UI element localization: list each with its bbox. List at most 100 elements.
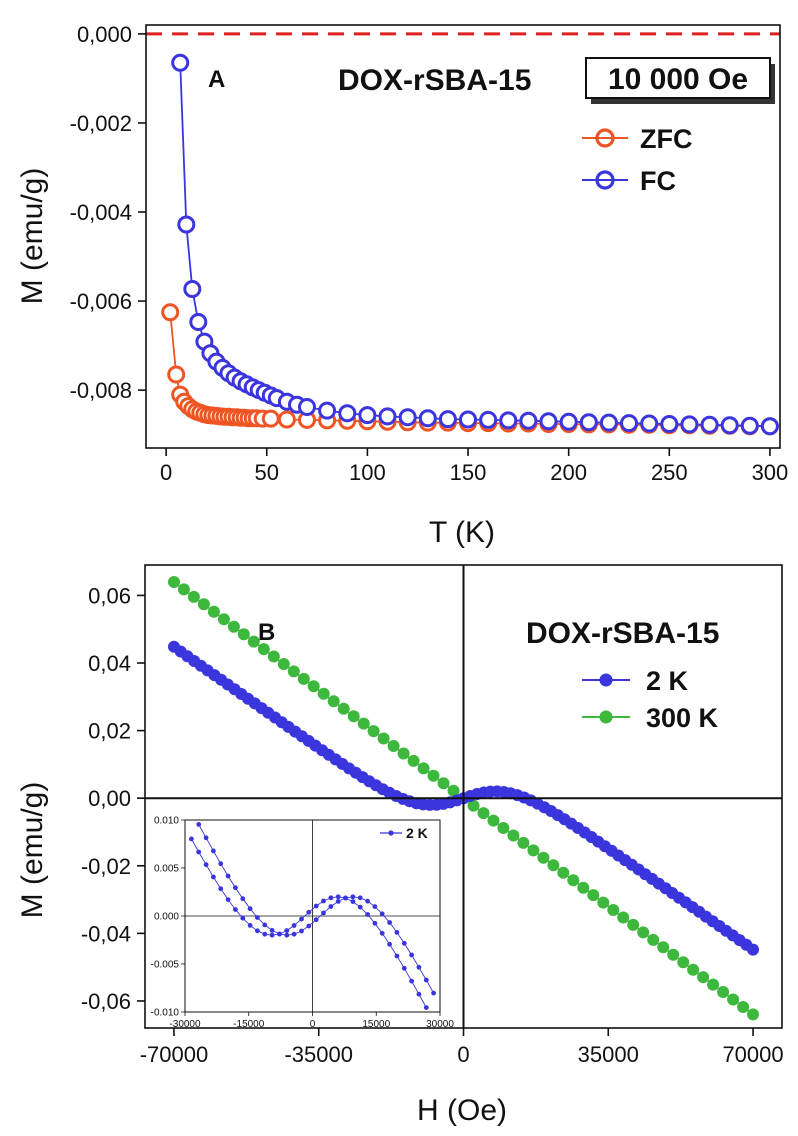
inset-2k-descending-data-point — [299, 916, 304, 922]
series-300k-data-point — [657, 941, 670, 954]
inset-2k-ascending-data-point — [196, 822, 202, 827]
fc-data-point — [740, 416, 759, 435]
series-300k-data-point — [587, 889, 600, 902]
panel-b-x-axis-title: H (Oe) — [417, 1094, 507, 1127]
inset-2k-descending-data-point — [196, 849, 202, 855]
legend-2k-label: 2 K — [646, 666, 689, 696]
series-300k-data-point — [347, 710, 360, 723]
y-tick-label: -0,006 — [70, 289, 132, 314]
series-300k-data-point — [617, 911, 630, 924]
zfc-series-line — [169, 312, 770, 428]
inset-2k-ascending-data-point — [387, 920, 392, 925]
series-300k-data-point — [507, 829, 520, 842]
inset-2k-ascending-data-point — [379, 911, 385, 917]
inset-y-tick-label: 0.000 — [154, 912, 179, 923]
series-300k-data-point — [567, 874, 580, 887]
series-300k-data-point — [337, 702, 350, 715]
inset-2k-ascending-data-point — [211, 848, 216, 854]
panel-b-y-axis-title: M (emu/g) — [16, 782, 49, 919]
series-300k-data-point — [217, 613, 230, 626]
fc-data-point — [599, 413, 618, 432]
inset-2k-descending-data-point — [343, 895, 348, 901]
series-300k-data-point — [677, 956, 690, 969]
fc-data-point — [298, 398, 316, 416]
inset-y-tick-label: -0.010 — [151, 1008, 180, 1019]
series-300k-data-point — [637, 926, 650, 939]
fc-data-point — [438, 410, 457, 429]
inset-2k-ascending-data-point — [335, 899, 341, 904]
series-300k-data-point — [417, 762, 430, 775]
inset-2k-ascending-data-point — [240, 896, 246, 902]
fc-data-point — [479, 410, 498, 429]
series-300k-data-point — [367, 725, 380, 738]
series-300k-data-point — [397, 747, 410, 760]
fc-data-point — [760, 417, 779, 436]
panel-b-letter: B — [258, 619, 275, 646]
inset-2k-ascending-data-point — [299, 928, 304, 934]
inset-2k-descending-data-point — [321, 898, 326, 904]
inset-x-tick-label: 0 — [310, 1019, 316, 1030]
inset-2k-ascending-data-point — [357, 895, 363, 901]
series-300k-data-point — [517, 836, 530, 849]
x-tick-label: 100 — [349, 460, 386, 485]
panel-a-letter: A — [208, 66, 225, 93]
fc-data-point — [183, 280, 202, 298]
panel-a-x-axis-title: T (K) — [429, 516, 495, 549]
inset-x-tick-label: -30000 — [169, 1019, 201, 1030]
field-label-box: 10 000 Oe — [585, 57, 775, 104]
panel-a-sample-name: DOX-rSBA-15 — [338, 64, 531, 97]
inset-legend-marker — [388, 830, 394, 836]
series-300k-data-point — [627, 918, 640, 931]
inset-2k-descending-data-point — [409, 978, 414, 984]
inset-2k-descending-data-point — [284, 928, 290, 933]
series-300k-data-point — [227, 620, 240, 633]
x-tick-label: 50 — [255, 460, 279, 485]
panel-b-legend: 2 K 300 K — [582, 666, 719, 733]
fc-data-point — [680, 415, 699, 434]
legend-item-2k: 2 K — [582, 666, 689, 696]
series-300k-data-point — [287, 665, 300, 678]
fc-data-point — [720, 416, 739, 435]
inset-2k-ascending-data-point — [284, 932, 290, 938]
series-300k-data-point — [307, 680, 320, 693]
series-300k-data-point — [667, 948, 680, 961]
fc-data-point — [539, 412, 558, 431]
series-300k-data-point — [697, 971, 710, 984]
inset-2k-ascending-data-point — [423, 977, 429, 983]
series-300k-data-point — [647, 933, 660, 946]
inset-2k-ascending-data-point — [409, 952, 414, 958]
series-300k-data-point — [317, 687, 330, 700]
series-300k-data-point — [687, 963, 700, 976]
fc-data-point — [579, 413, 598, 432]
inset-2k-descending-data-point — [262, 931, 268, 937]
x-tick-label: 250 — [651, 460, 688, 485]
fc-data-point — [459, 410, 477, 429]
legend-item-fc: FC — [582, 166, 676, 196]
fc-data-point — [519, 411, 538, 430]
series-300k-data-point — [207, 605, 220, 618]
series-300k-data-point — [537, 851, 550, 864]
inset-2k-ascending-data-point — [306, 923, 312, 929]
inset-background — [148, 816, 460, 1026]
inset-2k-descending-data-point — [379, 930, 385, 936]
inset-2k-descending-data-point — [387, 941, 392, 947]
x-tick-label: 0 — [457, 1042, 469, 1067]
series-300k-data-point — [497, 822, 510, 834]
fc-data-point — [189, 313, 208, 331]
inset-y-tick-label: -0.005 — [151, 960, 180, 971]
y-tick-label: -0,004 — [70, 200, 132, 225]
fc-data-point — [338, 404, 357, 423]
inset-2k-ascending-data-point — [401, 940, 407, 946]
inset-2k-ascending-data-point — [350, 894, 356, 900]
inset-x-tick-label: 15000 — [362, 1019, 390, 1030]
inset-2k-ascending-data-point — [431, 990, 436, 996]
inset-y-tick-label: 0.010 — [154, 816, 179, 827]
series-300k-data-point — [177, 583, 190, 596]
inset-2k-descending-data-point — [233, 907, 238, 912]
fc-data-point — [398, 408, 417, 427]
legend-2k-marker — [599, 673, 613, 687]
fc-data-point — [358, 406, 377, 425]
y-tick-label: -0,02 — [81, 854, 131, 879]
inset-2k-descending-data-point — [350, 899, 356, 904]
inset-2k-ascending-data-point — [416, 964, 422, 970]
